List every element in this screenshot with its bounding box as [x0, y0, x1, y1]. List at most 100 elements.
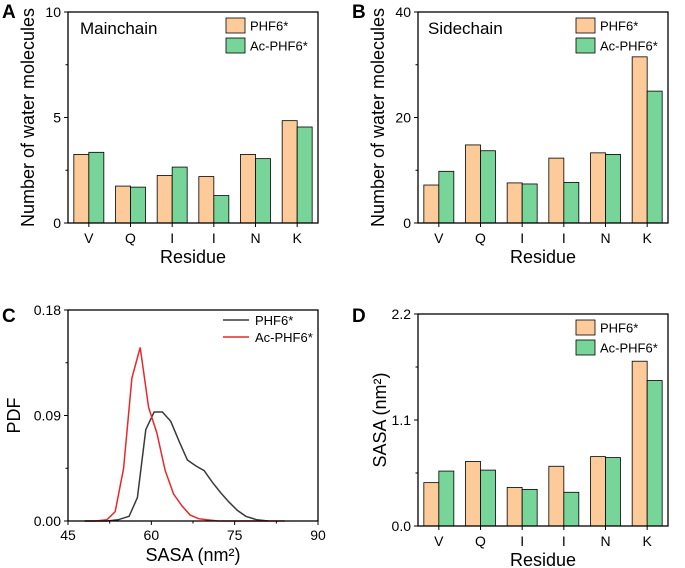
- x-tick-label: I: [520, 230, 524, 246]
- panel-letter: B: [352, 2, 366, 23]
- bar-phf6--1: [465, 144, 481, 224]
- panel-letter: C: [2, 306, 16, 327]
- legend-swatch: [575, 37, 596, 54]
- x-tick-label: Q: [475, 533, 486, 549]
- bar-ac-phf6--0: [438, 470, 455, 527]
- bar-ac-phf6--5: [296, 126, 313, 224]
- bar-ac-phf6--1: [480, 150, 496, 224]
- x-tick-label: 90: [310, 527, 326, 543]
- bar-phf6--3: [548, 465, 565, 527]
- y-tick-label: 5: [53, 110, 61, 126]
- bar-phf6--0: [423, 184, 440, 224]
- panel-letter: D: [352, 306, 366, 327]
- x-tick-label: 45: [60, 527, 76, 543]
- legend-label: Ac-PHF6*: [600, 39, 658, 54]
- bar-phf6--3: [548, 157, 565, 224]
- bar-ac-phf6--0: [438, 170, 455, 224]
- panel-title: Sidechain: [428, 19, 503, 38]
- bar-phf6--4: [240, 154, 256, 224]
- bar-phf6--4: [590, 152, 606, 224]
- panel-c: C 45 60 75 90 0.00 0.09 0.18 SASA (nm²) PDF PHF6* A…: [2, 302, 326, 565]
- y-tick-label: 1.1: [392, 412, 412, 428]
- series-line-ac-phf6-: [84, 347, 285, 522]
- bar-ac-phf6--4: [605, 154, 621, 224]
- bar-phf6--4: [590, 456, 606, 527]
- bar-phf6--1: [465, 461, 481, 527]
- y-axis-label: PDF: [4, 397, 24, 433]
- bar-phf6--5: [631, 360, 648, 527]
- panel-letter: A: [2, 2, 16, 23]
- bar-phf6--2: [506, 182, 523, 224]
- bar-ac-phf6--3: [213, 195, 230, 224]
- x-tick-label: 75: [227, 527, 243, 543]
- x-tick-label: I: [170, 230, 174, 246]
- bar-phf6--0: [73, 154, 90, 224]
- x-tick-label: V: [434, 533, 444, 549]
- y-tick-label: 0.0: [392, 518, 412, 534]
- panel-d: D V Q I I N K 0.0 1.1 2.2 Residue SASA (nm²) PHF6* Ac…: [352, 306, 669, 568]
- x-tick-label: N: [600, 533, 610, 549]
- bar-phf6--2: [156, 175, 173, 224]
- x-tick-label: K: [642, 230, 652, 246]
- x-tick-label: I: [212, 230, 216, 246]
- y-tick-label: 10: [45, 4, 61, 20]
- y-axis-label: SASA (nm²): [370, 372, 390, 467]
- legend-swatch: [225, 17, 246, 34]
- legend-label: PHF6*: [600, 321, 638, 336]
- legend-label: Ac-PHF6*: [600, 341, 658, 356]
- x-tick-label: I: [562, 230, 566, 246]
- x-tick-label: N: [600, 230, 610, 246]
- panel-a: A Mainchain V Q I I N K 0 5 10 Residue Number of wat…: [2, 2, 319, 267]
- bar-ac-phf6--2: [521, 183, 538, 224]
- plot-frame: [67, 309, 319, 522]
- y-tick-label: 20: [395, 110, 411, 126]
- x-tick-label: Q: [475, 230, 486, 246]
- bar-ac-phf6--0: [88, 151, 105, 224]
- x-tick-label: 60: [144, 527, 160, 543]
- x-tick-label: N: [250, 230, 260, 246]
- x-axis-label: Residue: [160, 247, 226, 267]
- bar-ac-phf6--2: [521, 488, 538, 527]
- bar-ac-phf6--4: [605, 457, 621, 527]
- plot-frame: [417, 313, 669, 527]
- x-axis-label: Residue: [510, 247, 576, 267]
- bar-phf6--5: [631, 56, 648, 224]
- bar-phf6--0: [423, 482, 440, 527]
- x-tick-label: V: [434, 230, 444, 246]
- x-tick-label: K: [292, 230, 302, 246]
- x-axis-label: Residue: [510, 550, 576, 568]
- y-tick-label: 0.00: [34, 513, 61, 529]
- legend-swatch: [575, 339, 596, 356]
- bar-phf6--5: [281, 120, 298, 224]
- y-tick-label: 0.09: [34, 408, 61, 424]
- y-tick-label: 0: [403, 215, 411, 231]
- bar-ac-phf6--1: [130, 186, 146, 224]
- y-tick-label: 40: [395, 4, 411, 20]
- x-tick-label: I: [520, 533, 524, 549]
- legend-label: PHF6*: [600, 19, 638, 34]
- y-tick-label: 2.2: [392, 306, 412, 322]
- bar-ac-phf6--1: [480, 469, 496, 527]
- panel-b: B Sidechain V Q I I N K 0 20 40 Residue Number of wa…: [352, 2, 669, 267]
- bar-phf6--3: [198, 176, 215, 224]
- bar-ac-phf6--5: [646, 90, 663, 224]
- x-tick-label: V: [84, 230, 94, 246]
- plot-frame: [67, 11, 319, 224]
- legend-label: Ac-PHF6*: [255, 330, 313, 345]
- bar-ac-phf6--2: [171, 166, 188, 224]
- x-tick-label: I: [562, 533, 566, 549]
- y-axis-label: Number of water molecules: [368, 8, 388, 227]
- legend-swatch: [225, 37, 246, 54]
- y-tick-label: 0.18: [34, 302, 61, 318]
- y-axis-label: Number of water molecules: [18, 8, 38, 227]
- legend-swatch: [575, 17, 596, 34]
- legend-label: PHF6*: [250, 19, 288, 34]
- legend-label: Ac-PHF6*: [250, 39, 308, 54]
- panel-title: Mainchain: [80, 19, 158, 38]
- bar-phf6--2: [506, 487, 523, 527]
- bar-ac-phf6--3: [563, 491, 580, 527]
- y-tick-label: 0: [53, 215, 61, 231]
- x-tick-label: K: [642, 533, 652, 549]
- x-axis-label: SASA (nm²): [145, 545, 240, 565]
